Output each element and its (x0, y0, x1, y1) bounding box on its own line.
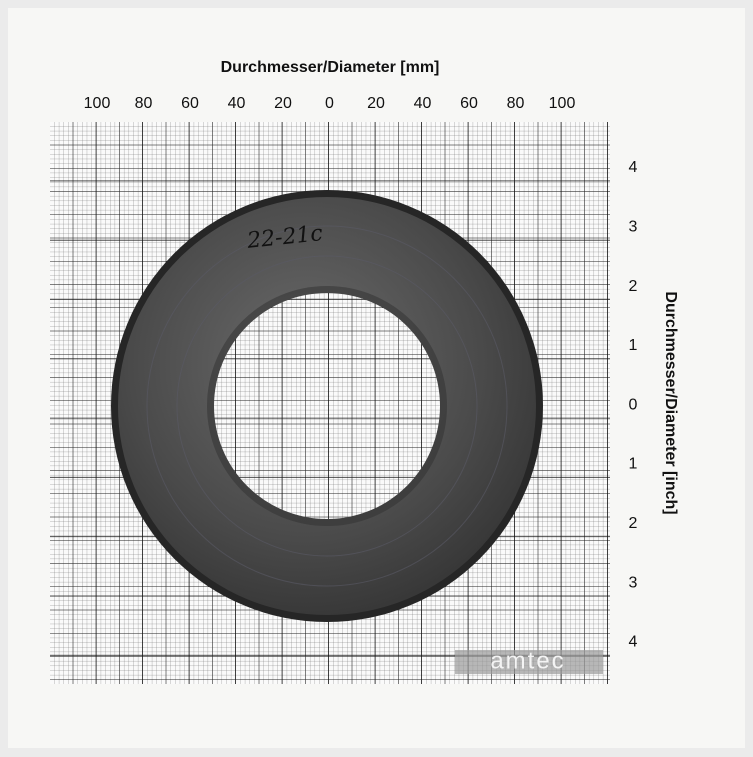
gasket (111, 190, 543, 622)
x-tick-label: 80 (135, 95, 153, 112)
x-tick-label: 0 (325, 95, 334, 112)
y-tick-label: 2 (629, 515, 638, 532)
x-tick-label: 80 (507, 95, 525, 112)
x-tick-label: 40 (228, 95, 246, 112)
gasket-ring (146, 225, 508, 587)
x-tick-label: 40 (414, 95, 432, 112)
y-tick-label: 1 (629, 337, 638, 354)
y-tick-label: 0 (629, 396, 638, 413)
x-tick-label: 60 (460, 95, 478, 112)
gasket-inner-edge (207, 286, 447, 526)
watermark: amtec (490, 647, 565, 674)
y-tick-label: 2 (629, 278, 638, 295)
x-tick-label: 100 (549, 95, 576, 112)
y-tick-label: 4 (629, 634, 638, 651)
y-tick-label: 4 (629, 159, 638, 176)
x-tick-label: 100 (84, 95, 111, 112)
y-tick-label: 1 (629, 456, 638, 473)
watermark-bg (455, 650, 603, 674)
x-axis-title: Durchmesser/Diameter [mm] (221, 59, 440, 76)
y-axis-title: Durchmesser/Diameter [inch] (662, 291, 679, 514)
x-tick-label: 60 (181, 95, 199, 112)
y-tick-label: 3 (629, 574, 638, 591)
x-tick-label: 20 (367, 95, 385, 112)
gasket-ring (176, 255, 478, 557)
x-tick-label: 20 (274, 95, 292, 112)
y-tick-label: 3 (629, 219, 638, 236)
